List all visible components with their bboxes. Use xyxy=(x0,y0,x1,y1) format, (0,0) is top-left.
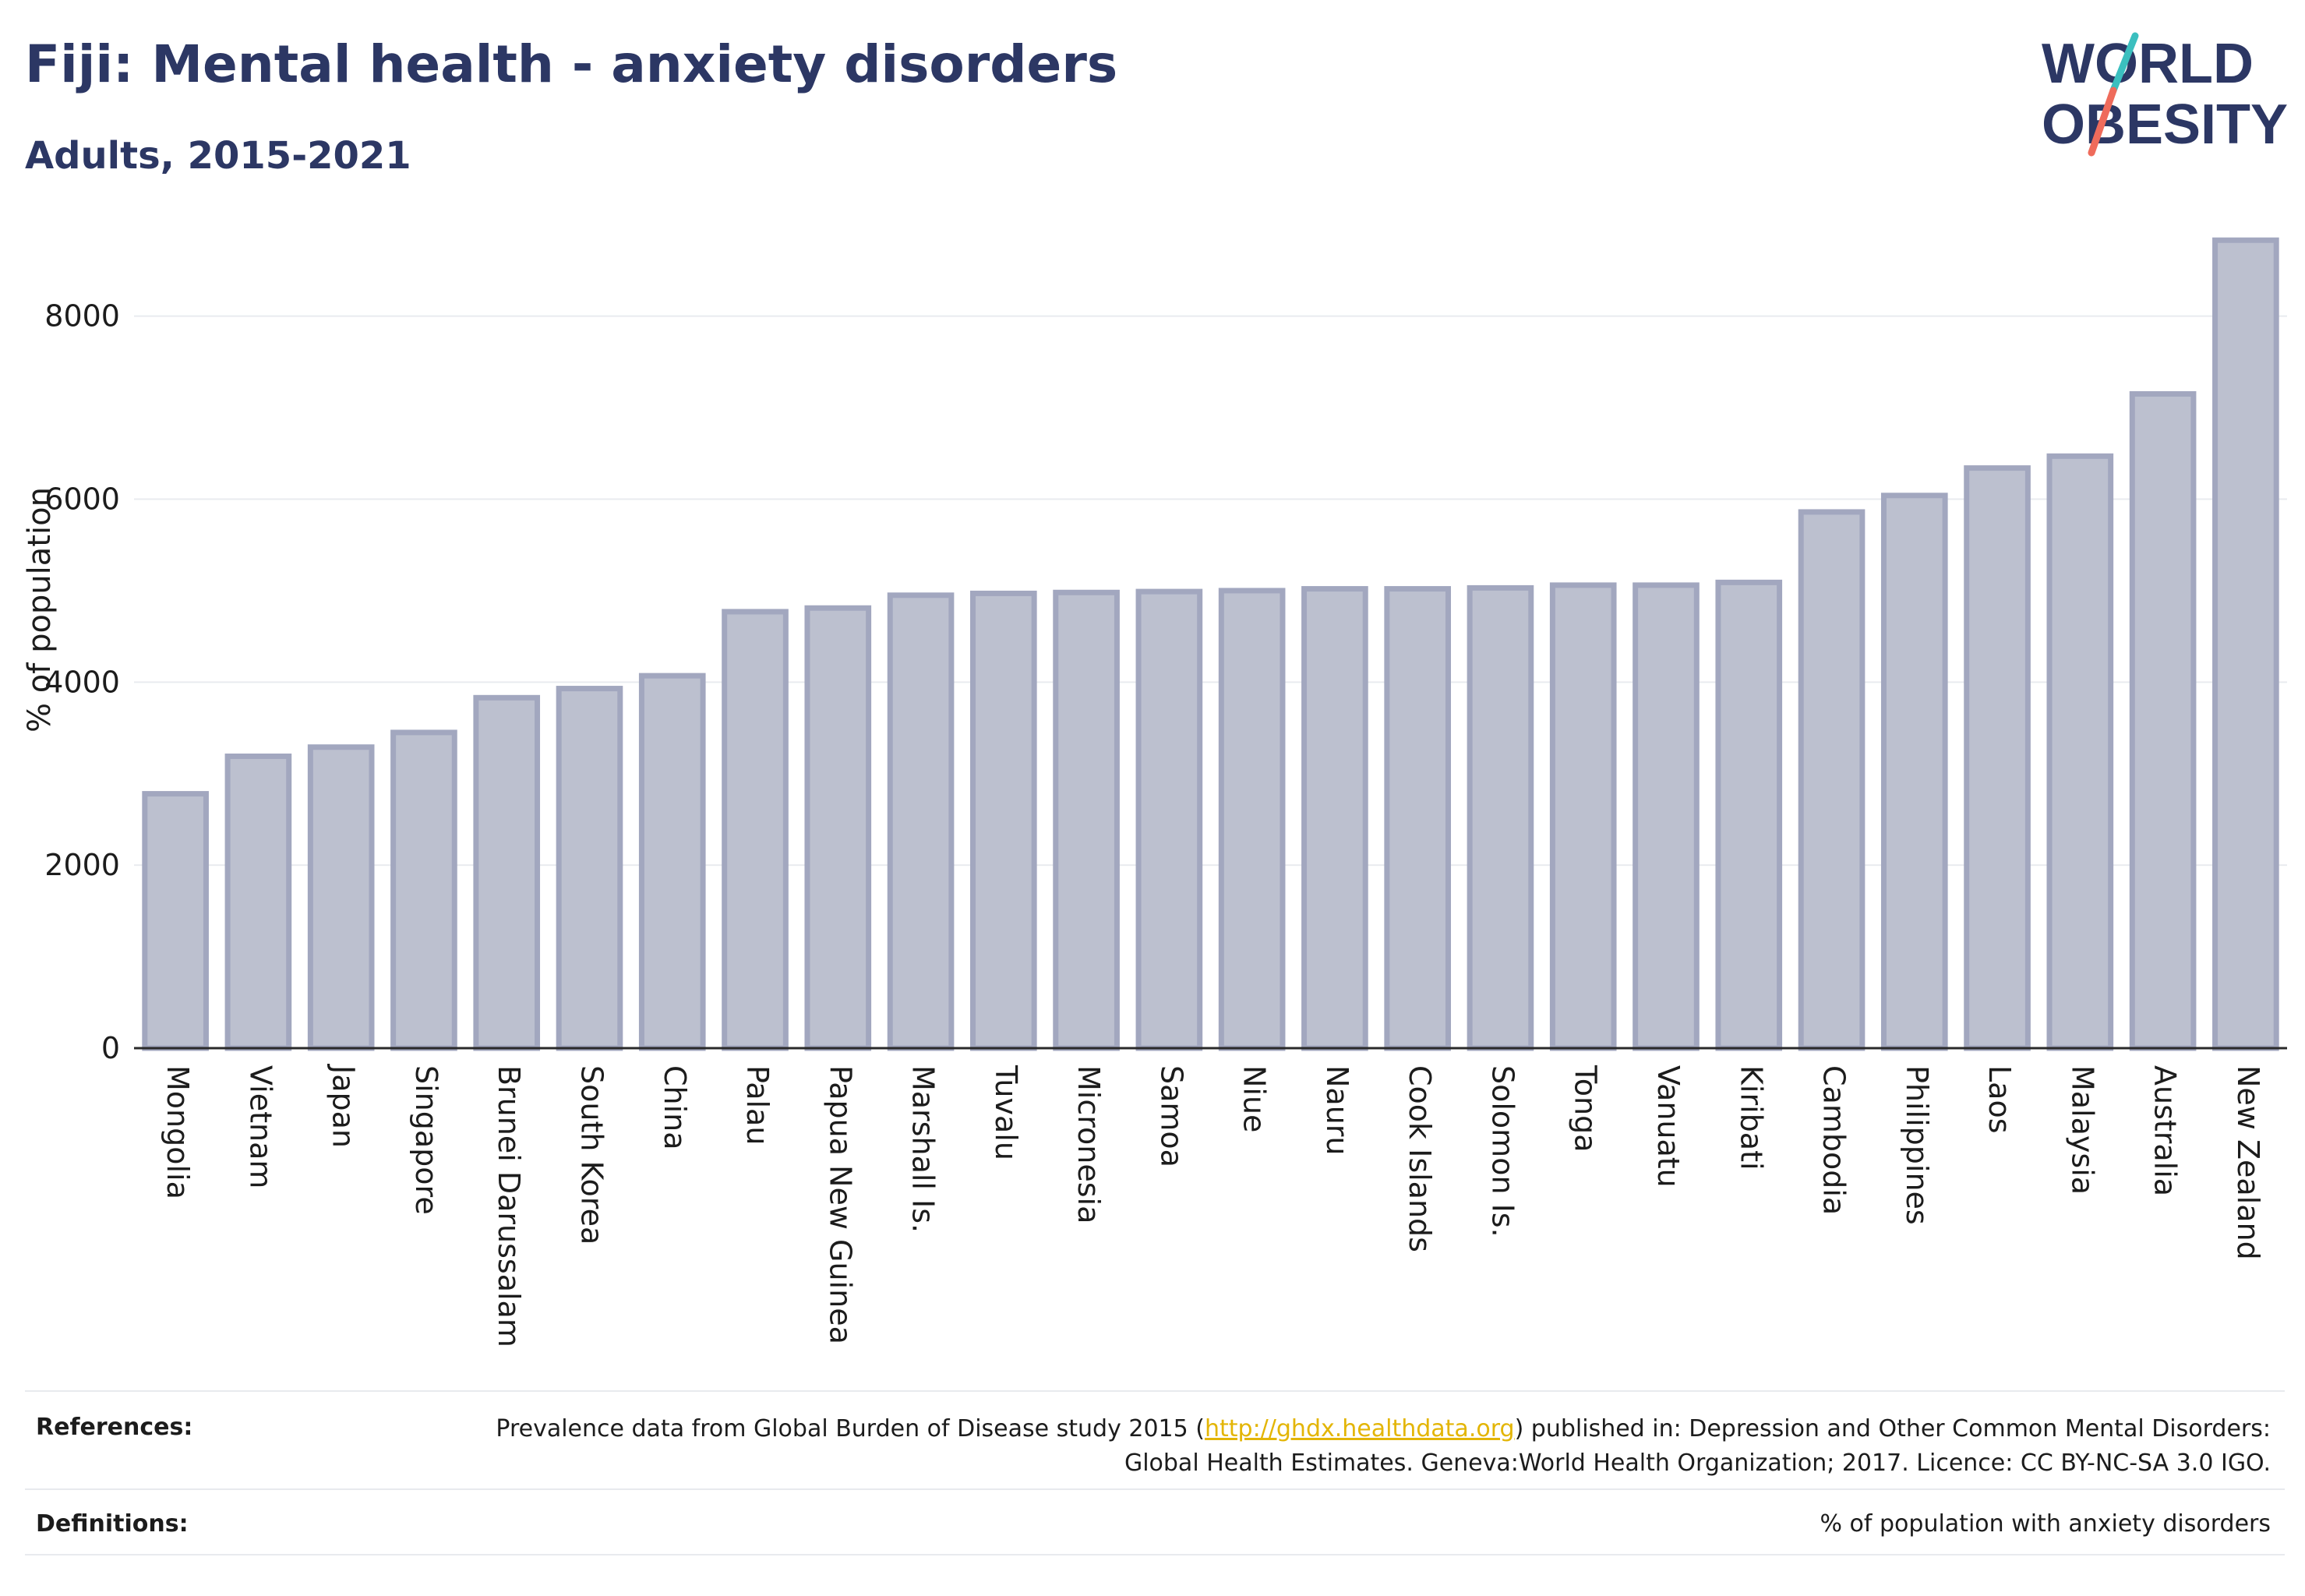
footer-divider-middle xyxy=(25,1488,2285,1490)
bar-marshall-is[interactable] xyxy=(887,592,955,1051)
x-tick-label: Japan xyxy=(327,1064,361,1148)
y-tick-label: 0 xyxy=(101,1031,120,1065)
logo-slash-teal xyxy=(2109,32,2139,94)
bar-palau[interactable] xyxy=(722,609,789,1051)
bar-mongolia[interactable] xyxy=(142,791,209,1051)
x-tick-label: Palau xyxy=(740,1065,775,1145)
x-tick-label: Cook Islands xyxy=(1403,1065,1437,1252)
footer-divider-top xyxy=(25,1390,2285,1392)
y-tick-label: 8000 xyxy=(44,299,120,334)
x-tick-label: Vanuatu xyxy=(1651,1065,1686,1188)
x-tick-label: Tonga xyxy=(1569,1065,1603,1152)
bar-cook-islands[interactable] xyxy=(1384,586,1451,1051)
y-tick-label: 6000 xyxy=(44,482,120,517)
definitions-label: Definitions: xyxy=(36,1510,189,1538)
x-tick-label: Kiribati xyxy=(1734,1065,1768,1171)
x-tick-label: Micronesia xyxy=(1071,1065,1106,1223)
x-tick-label: Philippines xyxy=(1900,1065,1934,1225)
bar-nauru[interactable] xyxy=(1301,586,1368,1051)
x-tick-label: Cambodia xyxy=(1817,1065,1851,1215)
x-tick-label: Laos xyxy=(1982,1065,2017,1134)
y-axis-ticks: 0 2000 4000 6000 8000 xyxy=(44,299,120,1065)
logo-text-world: WORLD xyxy=(2042,33,2254,95)
bar-cambodia[interactable] xyxy=(1798,509,1866,1051)
x-tick-label: Nauru xyxy=(1320,1065,1354,1156)
x-tick-label: Samoa xyxy=(1154,1065,1188,1167)
bar-kiribati[interactable] xyxy=(1715,579,1783,1051)
y-tick-label: 4000 xyxy=(44,665,120,699)
bar-malaysia[interactable] xyxy=(2046,453,2114,1051)
bar-solomon-is[interactable] xyxy=(1467,584,1534,1051)
y-axis-label: % of population xyxy=(22,487,58,733)
bar-japan[interactable] xyxy=(307,744,375,1051)
logo-text-obesity: OBESITY xyxy=(2042,94,2288,156)
bar-australia[interactable] xyxy=(2129,390,2197,1051)
x-tick-label: Marshall Is. xyxy=(906,1065,941,1233)
x-axis-labels: Mongolia Vietnam Japan Singapore Brunei Daru… xyxy=(161,1064,2265,1347)
chart-title: Fiji: Mental health - anxiety disorders xyxy=(25,34,1118,94)
x-tick-label: Tuvalu xyxy=(989,1065,1023,1160)
bar-philippines[interactable] xyxy=(1880,493,1948,1051)
references-text-after: ) published in: Depression and Other Com… xyxy=(1124,1415,2271,1477)
bar-tonga[interactable] xyxy=(1549,582,1617,1051)
x-tick-label: Solomon Is. xyxy=(1485,1065,1520,1238)
bar-vanuatu[interactable] xyxy=(1633,582,1700,1051)
references-label: References: xyxy=(36,1414,193,1441)
x-tick-label: New Zealand xyxy=(2231,1065,2265,1260)
x-tick-label: Australia xyxy=(2148,1065,2183,1196)
x-tick-label: Papua New Guinea xyxy=(823,1065,857,1344)
references-link[interactable]: http://ghdx.healthdata.org xyxy=(1204,1415,1515,1442)
bar-vietnam[interactable] xyxy=(224,753,292,1051)
x-tick-label: Mongolia xyxy=(161,1065,195,1199)
x-tick-label: Singapore xyxy=(409,1065,443,1215)
bar-samoa[interactable] xyxy=(1135,588,1203,1051)
chart-subtitle: Adults, 2015-2021 xyxy=(25,134,411,178)
x-tick-label: Vietnam xyxy=(243,1065,277,1188)
bar-singapore[interactable] xyxy=(390,729,457,1051)
bar-south-korea[interactable] xyxy=(556,686,623,1051)
x-tick-label: South Korea xyxy=(574,1065,609,1245)
bar-brunei-darussalam[interactable] xyxy=(473,694,541,1051)
logo-slash-coral xyxy=(2088,87,2117,157)
bar-niue[interactable] xyxy=(1218,588,1286,1051)
world-obesity-logo: WORLD OBESITY xyxy=(2042,32,2288,157)
definitions-text: % of population with anxiety disorders xyxy=(1820,1510,2271,1538)
bar-new-zealand[interactable] xyxy=(2212,237,2279,1051)
references-text: Prevalence data from Global Burden of Di… xyxy=(478,1412,2271,1481)
x-tick-label: Malaysia xyxy=(2065,1065,2099,1195)
bar-laos[interactable] xyxy=(1964,465,2031,1051)
references-text-before: Prevalence data from Global Burden of Di… xyxy=(496,1415,1205,1442)
bars xyxy=(142,237,2279,1051)
x-tick-label: Brunei Darussalam xyxy=(492,1065,526,1347)
bar-papua-new-guinea[interactable] xyxy=(804,605,872,1051)
footer-divider-bottom xyxy=(25,1554,2285,1555)
bar-micronesia[interactable] xyxy=(1053,589,1120,1051)
x-tick-label: China xyxy=(658,1065,692,1150)
bar-china[interactable] xyxy=(638,673,706,1051)
bar-chart: 0 2000 4000 6000 8000 Mongolia Vietnam Japan Si… xyxy=(22,237,2287,1347)
bar-tuvalu[interactable] xyxy=(970,590,1037,1051)
x-tick-label: Niue xyxy=(1237,1065,1272,1132)
y-tick-label: 2000 xyxy=(44,848,120,882)
